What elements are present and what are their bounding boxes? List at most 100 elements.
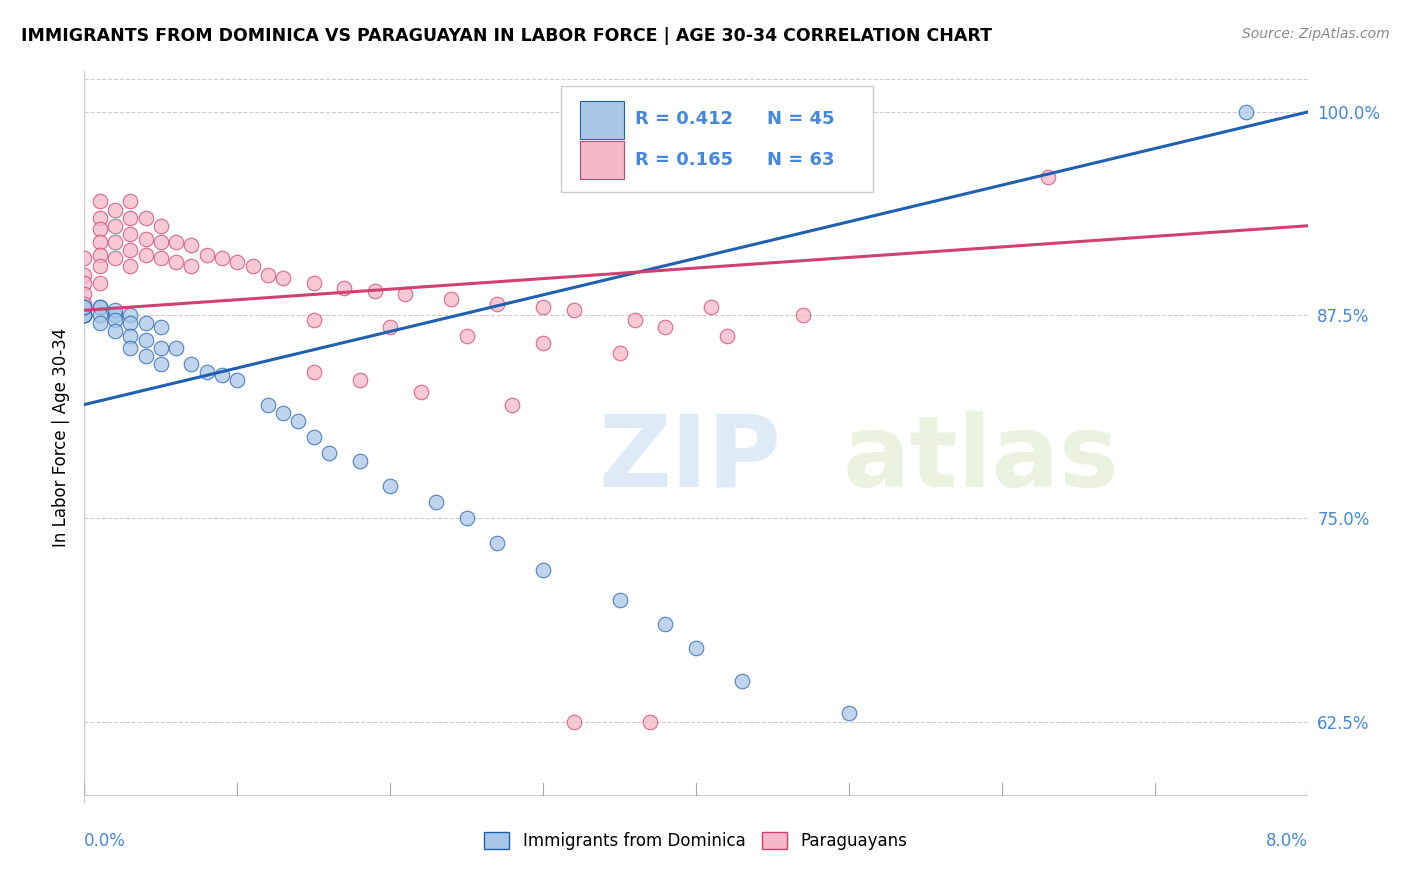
Point	[104, 303, 127, 318]
Text: Source: ZipAtlas.com: Source: ZipAtlas.com	[1241, 27, 1389, 41]
Point	[89, 300, 111, 314]
Point	[380, 479, 402, 493]
Point	[120, 341, 142, 355]
Point	[531, 563, 554, 577]
Point	[440, 292, 463, 306]
Point	[609, 345, 631, 359]
Point	[135, 316, 157, 330]
Point	[302, 430, 325, 444]
Point	[456, 511, 478, 525]
Point	[731, 673, 754, 688]
Point	[502, 398, 524, 412]
Point	[531, 335, 554, 350]
FancyBboxPatch shape	[579, 101, 624, 138]
Point	[302, 365, 325, 379]
Point	[104, 202, 127, 217]
Text: R = 0.412: R = 0.412	[636, 110, 733, 128]
Point	[195, 248, 218, 262]
Point	[700, 300, 723, 314]
Point	[104, 313, 127, 327]
Point	[135, 248, 157, 262]
Point	[165, 254, 187, 268]
Point	[89, 316, 111, 330]
Point	[226, 254, 249, 268]
Point	[73, 308, 96, 322]
Point	[73, 276, 96, 290]
Point	[349, 373, 371, 387]
Text: 8.0%: 8.0%	[1265, 832, 1308, 850]
Point	[792, 308, 814, 322]
Point	[120, 243, 142, 257]
Point	[1236, 105, 1258, 120]
Point	[271, 270, 294, 285]
Point	[211, 368, 233, 383]
Point	[89, 222, 111, 236]
Point	[425, 495, 447, 509]
Point	[135, 232, 157, 246]
Point	[120, 227, 142, 241]
Point	[195, 365, 218, 379]
Point	[302, 313, 325, 327]
Point	[120, 329, 142, 343]
Point	[349, 454, 371, 468]
Point	[380, 319, 402, 334]
Point	[638, 714, 661, 729]
Point	[165, 235, 187, 249]
Point	[394, 287, 416, 301]
Text: R = 0.165: R = 0.165	[636, 151, 733, 169]
Point	[562, 714, 585, 729]
Point	[165, 341, 187, 355]
Point	[257, 268, 280, 282]
Point	[135, 333, 157, 347]
Point	[211, 252, 233, 266]
Point	[149, 252, 172, 266]
Point	[104, 219, 127, 233]
Text: atlas: atlas	[842, 410, 1119, 508]
Point	[120, 316, 142, 330]
Point	[562, 303, 585, 318]
Point	[364, 284, 387, 298]
Point	[73, 300, 96, 314]
Point	[838, 706, 860, 721]
FancyBboxPatch shape	[579, 141, 624, 179]
Point	[73, 300, 96, 314]
Point	[120, 211, 142, 225]
Point	[89, 248, 111, 262]
Point	[624, 313, 647, 327]
Text: IMMIGRANTS FROM DOMINICA VS PARAGUAYAN IN LABOR FORCE | AGE 30-34 CORRELATION CH: IMMIGRANTS FROM DOMINICA VS PARAGUAYAN I…	[21, 27, 993, 45]
Point	[180, 357, 202, 371]
Y-axis label: In Labor Force | Age 30-34: In Labor Force | Age 30-34	[52, 327, 70, 547]
Point	[271, 406, 294, 420]
FancyBboxPatch shape	[561, 86, 873, 192]
Point	[149, 341, 172, 355]
Point	[89, 211, 111, 225]
Legend: Immigrants from Dominica, Paraguayans: Immigrants from Dominica, Paraguayans	[478, 825, 914, 856]
Point	[104, 308, 127, 322]
Point	[73, 268, 96, 282]
Point	[257, 398, 280, 412]
Point	[302, 276, 325, 290]
Point	[120, 308, 142, 322]
Point	[180, 238, 202, 252]
Point	[73, 297, 96, 311]
Point	[226, 373, 249, 387]
Point	[73, 308, 96, 322]
Text: N = 45: N = 45	[766, 110, 834, 128]
Point	[287, 414, 309, 428]
Point	[456, 329, 478, 343]
Point	[409, 384, 432, 399]
Point	[120, 260, 142, 274]
Point	[149, 219, 172, 233]
Point	[89, 308, 111, 322]
Point	[89, 260, 111, 274]
Point	[486, 535, 509, 549]
Point	[104, 325, 127, 339]
Text: 0.0%: 0.0%	[84, 832, 127, 850]
Point	[149, 235, 172, 249]
Point	[73, 308, 96, 322]
Point	[149, 357, 172, 371]
Point	[242, 260, 264, 274]
Point	[654, 319, 676, 334]
Point	[486, 297, 509, 311]
Point	[73, 252, 96, 266]
